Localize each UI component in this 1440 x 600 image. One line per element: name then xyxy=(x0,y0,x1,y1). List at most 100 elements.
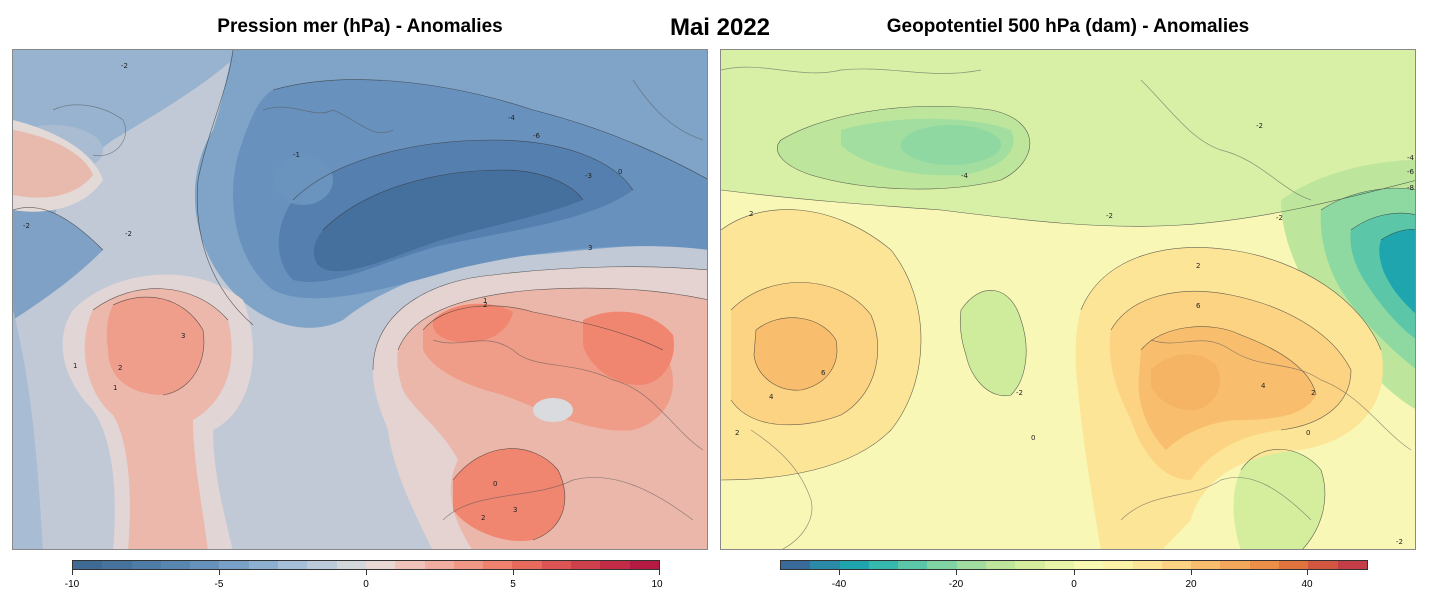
colorbar-swatch xyxy=(483,561,513,569)
colorbar-swatch xyxy=(1044,561,1074,569)
contour-label: 6 xyxy=(1196,302,1201,310)
colorbar-swatch xyxy=(278,561,308,569)
contour-label: 2 xyxy=(481,514,485,522)
pressure-colorbar xyxy=(72,560,660,570)
left-map-title: Pression mer (hPa) - Anomalies xyxy=(217,16,503,37)
colorbar-swatch xyxy=(1337,561,1367,569)
colorbar-swatch xyxy=(956,561,987,569)
colorbar-swatch xyxy=(307,561,337,569)
colorbar-tick-label: 0 xyxy=(363,579,369,590)
contour-label: 2 xyxy=(118,364,122,372)
contour-label: 2 xyxy=(749,210,753,218)
colorbar-tick-label: -20 xyxy=(948,579,964,590)
contour-label: -2 xyxy=(1396,538,1403,546)
contour-label: -6 xyxy=(1407,168,1415,176)
contour-label: -1 xyxy=(293,151,300,159)
contour-label: 3 xyxy=(513,506,517,514)
colorbar-tick-label: -10 xyxy=(64,579,80,590)
colorbar-swatch xyxy=(1161,561,1192,569)
colorbar-swatch xyxy=(512,561,542,569)
colorbar-tick xyxy=(513,570,514,575)
contour-label: 4 xyxy=(769,393,774,401)
colorbar-swatch xyxy=(986,561,1016,569)
colorbar-tick-label: 5 xyxy=(510,579,516,590)
geopotential-colorbar xyxy=(780,560,1368,570)
colorbar-tick xyxy=(219,570,220,575)
colorbar-swatch xyxy=(1191,561,1221,569)
colorbar-tick xyxy=(366,570,367,575)
colorbar-swatch xyxy=(839,561,869,569)
colorbar-swatch xyxy=(336,561,366,569)
contour-label: 2 xyxy=(1311,389,1315,397)
colorbar-swatch xyxy=(898,561,928,569)
month-title: Mai 2022 xyxy=(669,14,771,41)
contour-label: 0 xyxy=(1306,429,1310,437)
contour-label: 2 xyxy=(735,429,739,437)
colorbar-swatch xyxy=(160,561,191,569)
colorbar-swatch xyxy=(1220,561,1250,569)
contour-label: -2 xyxy=(1106,212,1113,220)
contour-label: 3 xyxy=(588,244,592,252)
colorbar-swatch xyxy=(424,561,454,569)
contour-label: -2 xyxy=(125,230,132,238)
colorbar-swatch xyxy=(102,561,132,569)
colorbar-tick-label: 10 xyxy=(651,579,663,590)
right-map-title: Geopotentiel 500 hPa (dam) - Anomalies xyxy=(886,16,1250,37)
colorbar-swatch xyxy=(395,561,425,569)
colorbar-swatch xyxy=(1103,561,1133,569)
colorbar-swatch xyxy=(868,561,899,569)
contour-label: 0 xyxy=(1031,434,1035,442)
colorbar-tick xyxy=(1191,570,1192,575)
colorbar-swatch xyxy=(219,561,249,569)
contour-label: 2 xyxy=(483,301,487,309)
contour-label: 4 xyxy=(1261,382,1266,390)
colorbar-tick-label: 40 xyxy=(1301,579,1313,590)
contour-label: -3 xyxy=(585,172,592,180)
contour-label: 2 xyxy=(1196,262,1200,270)
colorbar-swatch xyxy=(73,561,103,569)
colorbar-swatch xyxy=(781,561,811,569)
colorbar-swatch xyxy=(248,561,279,569)
geopotential-anomaly-map: -2 -4 -2 -2 -4 -6 -8 2 4 6 2 -2 0 2 4 6 … xyxy=(720,49,1416,550)
colorbar-tick-label: -40 xyxy=(831,579,847,590)
contour-label: 0 xyxy=(618,168,622,176)
contour-label: 3 xyxy=(181,332,185,340)
colorbar-swatch xyxy=(365,561,396,569)
colorbar-tick-label: -5 xyxy=(214,579,224,590)
colorbar-tick xyxy=(1307,570,1308,575)
colorbar-tick-label: 0 xyxy=(1071,579,1077,590)
contour-label: -4 xyxy=(961,172,969,180)
contour-label: -2 xyxy=(1016,389,1023,397)
colorbar-swatch xyxy=(1132,561,1162,569)
contour-label: 6 xyxy=(821,369,826,377)
colorbar-swatch xyxy=(1015,561,1045,569)
colorbar-swatch xyxy=(1249,561,1280,569)
colorbar-swatch xyxy=(600,561,630,569)
contour-label: 1 xyxy=(73,362,77,370)
contour-label: -4 xyxy=(1407,154,1415,162)
colorbar-swatch xyxy=(1279,561,1309,569)
contour-label: 1 xyxy=(483,297,487,305)
contour-label: -8 xyxy=(1407,184,1414,192)
colorbar-tick xyxy=(72,570,73,575)
colorbar-tick-label: 20 xyxy=(1185,579,1197,590)
contour-label: -2 xyxy=(23,222,30,230)
colorbar-swatch xyxy=(1073,561,1104,569)
colorbar-tick xyxy=(1074,570,1075,575)
contour-label: -4 xyxy=(508,114,516,122)
contour-label: -6 xyxy=(533,132,541,140)
contour-label: -2 xyxy=(1276,214,1283,222)
colorbar-tick xyxy=(659,570,660,575)
contour-label: -2 xyxy=(1256,122,1263,130)
pressure-anomaly-map: -2 -2 -4 -6 -3 -1 0 -2 1 2 3 1 2 3 1 0 3… xyxy=(12,49,708,550)
colorbar-tick xyxy=(839,570,840,575)
contour-label: 0 xyxy=(493,480,497,488)
colorbar-swatch xyxy=(453,561,484,569)
colorbar-swatch xyxy=(571,561,601,569)
colorbar-swatch xyxy=(810,561,840,569)
colorbar-tick xyxy=(956,570,957,575)
colorbar-swatch xyxy=(131,561,161,569)
colorbar-swatch xyxy=(190,561,220,569)
colorbar-swatch xyxy=(629,561,659,569)
contour-label: -2 xyxy=(121,62,128,70)
